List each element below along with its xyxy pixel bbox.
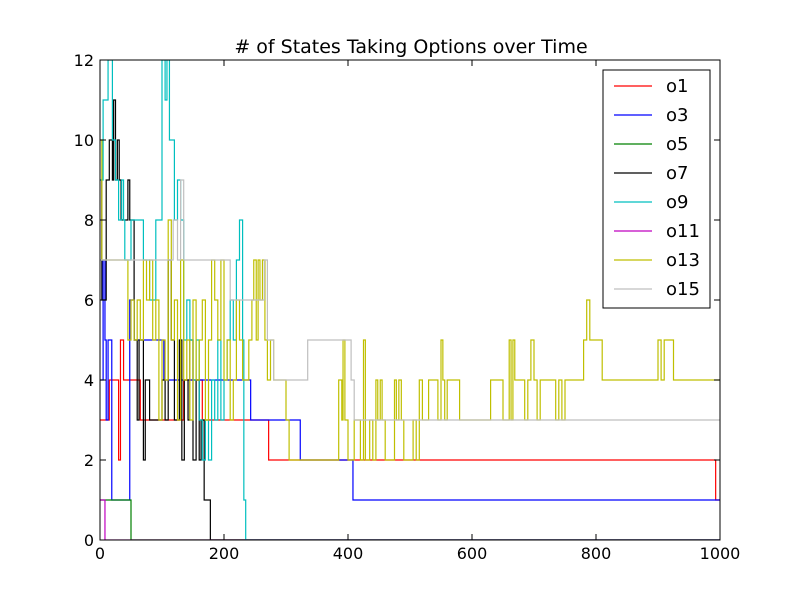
y-tick-label: 2 <box>84 451 94 470</box>
x-tick-label: 400 <box>333 544 364 563</box>
legend-label-o5: o5 <box>666 134 688 155</box>
y-tick-label: 0 <box>84 531 94 550</box>
legend-box <box>602 69 711 309</box>
series-line-o7 <box>100 99 720 540</box>
legend-label-o1: o1 <box>666 76 688 97</box>
legend-label-o13: o13 <box>666 250 700 271</box>
x-tick-label: 200 <box>209 544 240 563</box>
x-tick-label: 800 <box>581 544 612 563</box>
series-line-o15 <box>100 179 720 421</box>
series-line-o11 <box>100 499 720 540</box>
y-tick-label: 4 <box>84 371 94 390</box>
y-tick-label: 8 <box>84 211 94 230</box>
legend-label-o9: o9 <box>666 192 688 213</box>
series-line-o5 <box>100 499 720 540</box>
x-tick-label: 1000 <box>700 544 741 563</box>
plot-area <box>100 60 720 540</box>
legend: o1 o3 o5 o7 o9 o11 o13 o15 <box>602 69 711 309</box>
legend-label-o15: o15 <box>666 279 700 300</box>
series-line-o1 <box>100 339 720 501</box>
legend-label-o7: o7 <box>666 163 688 184</box>
x-tick-label: 0 <box>95 544 105 563</box>
series-line-o13 <box>100 139 720 461</box>
axes: 0 200 400 600 800 1000 0 2 4 6 8 10 12 <box>74 51 741 563</box>
legend-label-o3: o3 <box>666 105 688 126</box>
chart-title: # of States Taking Options over Time <box>234 36 587 58</box>
y-tick-label: 10 <box>74 131 94 150</box>
x-tick-label: 600 <box>457 544 488 563</box>
y-tick-label: 6 <box>84 291 94 310</box>
y-tick-label: 12 <box>74 51 94 70</box>
legend-label-o11: o11 <box>666 221 700 242</box>
